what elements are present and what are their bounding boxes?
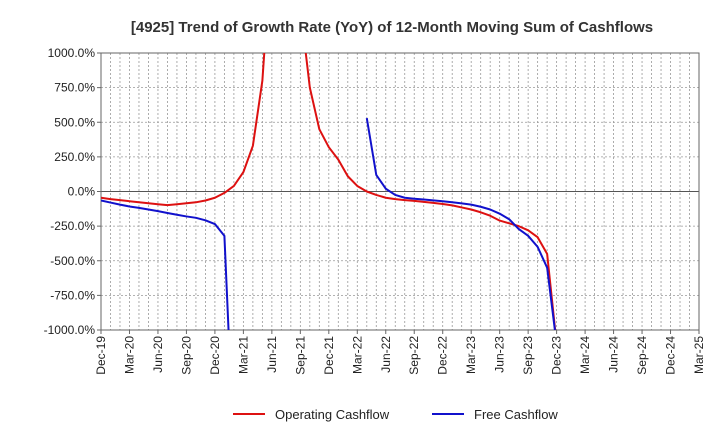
x-tick-label: Sep-20 (179, 336, 193, 375)
x-tick-label: Dec-24 (664, 336, 678, 375)
x-tick-label: Dec-20 (208, 336, 222, 375)
x-tick-label: Mar-20 (122, 336, 136, 374)
y-tick-label: -750.0% (50, 288, 95, 302)
x-tick-label: Jun-21 (265, 336, 279, 373)
x-tick-label: Jun-23 (493, 336, 507, 373)
x-tick-label: Dec-23 (550, 336, 564, 375)
x-tick-label: Sep-21 (293, 336, 307, 375)
x-tick-label: Jun-24 (607, 336, 621, 373)
x-axis-ticks: Dec-19 Mar-20 Jun-20 Sep-20 Dec-20 Mar-21 Jun-… (94, 330, 706, 375)
y-tick-label: 750.0% (54, 81, 95, 95)
y-axis-ticks: 1000.0% 750.0% 500.0% 250.0% 0.0% -250.0% -500… (44, 46, 101, 337)
chart-title: [4925] Trend of Growth Rate (YoY) of 12-… (131, 19, 653, 36)
x-tick-label: Sep-23 (521, 336, 535, 375)
grid-lines (101, 53, 699, 330)
y-tick-label: -1000.0% (44, 323, 96, 337)
y-tick-label: 0.0% (68, 185, 96, 199)
x-tick-label: Sep-22 (407, 336, 421, 375)
y-tick-label: 250.0% (54, 150, 95, 164)
x-tick-label: Dec-21 (322, 336, 336, 375)
legend: Operating Cashflow Free Cashflow (233, 407, 558, 422)
y-tick-label: -500.0% (50, 254, 95, 268)
x-tick-label: Jun-22 (379, 336, 393, 373)
x-tick-label: Dec-22 (436, 336, 450, 375)
x-tick-label: Mar-22 (350, 336, 364, 374)
x-tick-label: Mar-25 (692, 336, 706, 374)
x-tick-label: Mar-21 (236, 336, 250, 374)
y-tick-label: 1000.0% (48, 46, 96, 60)
y-tick-label: 500.0% (54, 115, 95, 129)
x-tick-label: Dec-19 (94, 336, 108, 375)
y-tick-label: -250.0% (50, 219, 95, 233)
legend-operating-cashflow-label: Operating Cashflow (275, 407, 390, 422)
x-tick-label: Mar-23 (464, 336, 478, 374)
series-lines (101, 53, 557, 330)
legend-free-cashflow-label: Free Cashflow (474, 407, 558, 422)
x-tick-label: Jun-20 (151, 336, 165, 373)
x-tick-label: Mar-24 (578, 336, 592, 374)
series-free-cashflow (101, 117, 556, 330)
x-tick-label: Sep-24 (635, 336, 649, 375)
